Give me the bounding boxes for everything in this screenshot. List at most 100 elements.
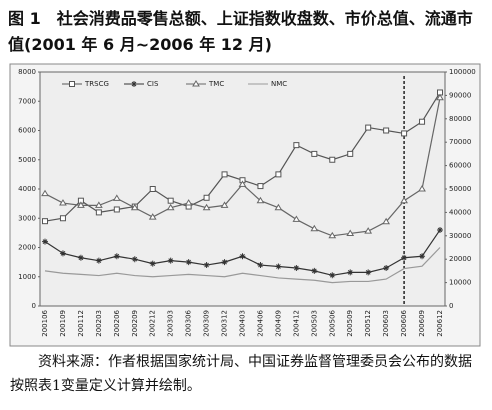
point (347, 269, 354, 276)
x-tick-label: 200203 (95, 310, 103, 337)
point (192, 80, 200, 87)
x-tick-label: 200212 (149, 310, 157, 337)
y2-tick-label: 60000 (449, 162, 471, 170)
point (77, 254, 84, 261)
point (112, 194, 121, 201)
y-tick-label: 2000 (18, 244, 36, 252)
point (184, 199, 193, 206)
point (42, 218, 48, 225)
y-tick-label: 0 (32, 302, 36, 310)
point (275, 263, 282, 270)
x-tick-label: 200306 (185, 309, 193, 336)
point (69, 81, 75, 87)
point (311, 267, 318, 274)
point (257, 262, 264, 269)
point (293, 264, 300, 271)
y-tick-label: 5000 (18, 156, 36, 164)
y-tick-label: 8000 (18, 68, 36, 76)
y-tick-label: 1000 (18, 273, 36, 281)
x-tick-label: 200309 (203, 310, 211, 337)
point (365, 124, 372, 131)
point (383, 127, 390, 134)
x-tick-label: 200609 (418, 310, 426, 337)
point (329, 272, 336, 279)
point (401, 130, 408, 137)
y2-tick-label: 20000 (449, 255, 471, 263)
point (275, 171, 282, 178)
y2-tick-label: 50000 (449, 185, 471, 193)
point (185, 259, 192, 266)
point (437, 226, 443, 233)
x-tick-label: 200606 (400, 309, 408, 336)
x-tick-label: 200109 (59, 310, 67, 337)
series: TMC (41, 80, 444, 239)
point (364, 227, 373, 234)
point (382, 217, 391, 225)
plot-area (39, 71, 446, 307)
x-tick-label: 200412 (292, 310, 300, 337)
series: NMC (44, 80, 441, 284)
point (148, 213, 157, 220)
point (221, 259, 228, 266)
legend-label: NMC (271, 80, 287, 88)
x-tick-label: 200112 (77, 310, 85, 337)
point (310, 224, 319, 232)
legend-label: TMC (208, 80, 224, 88)
series: CIS (42, 80, 443, 279)
chart: 0100020003000400050006000700080000100002… (9, 63, 481, 347)
x-tick-label: 200209 (131, 310, 139, 337)
point (256, 196, 265, 204)
x-tick-label: 200409 (274, 310, 282, 337)
point (59, 215, 66, 222)
point (131, 256, 138, 263)
caption: 资料来源：作者根据国家统计局、中国证券监督管理委员会公布的数据按照表1变量定义计… (10, 354, 472, 394)
point (113, 253, 120, 260)
point (365, 269, 372, 276)
point (419, 118, 426, 125)
x-tick-label: 200503 (310, 310, 318, 337)
point (239, 253, 246, 260)
x-tick-label: 200603 (382, 310, 390, 337)
legend-label: TRSCG (84, 80, 109, 88)
point (59, 199, 67, 206)
point (400, 196, 408, 204)
x-tick-label: 200406 (256, 309, 264, 336)
point (94, 201, 103, 208)
point (221, 171, 228, 178)
point (292, 215, 301, 222)
point (220, 201, 229, 208)
y-tick-label: 3000 (18, 214, 36, 222)
point (59, 250, 66, 257)
y-tick-label: 6000 (18, 127, 36, 135)
point (418, 185, 426, 192)
series: TRSCG (42, 80, 443, 225)
y2-tick-label: 0 (449, 302, 453, 310)
y-tick-label: 7000 (18, 97, 36, 105)
series-line (44, 247, 441, 284)
x-tick-label: 200106 (41, 309, 49, 336)
y2-tick-label: 40000 (449, 208, 471, 216)
y2-tick-label: 70000 (449, 138, 471, 146)
point (238, 180, 247, 187)
y2-tick-label: 80000 (449, 115, 471, 123)
chart-title: 图 1 社会消费品零售总额、上证指数收盘数、市价总值、流通市值(2001 年 6… (8, 9, 473, 54)
point (274, 203, 283, 211)
y-tick-label: 4000 (18, 185, 36, 193)
point (113, 206, 120, 213)
point (95, 209, 102, 216)
x-tick-label: 200403 (239, 310, 247, 337)
legend-label: CIS (147, 80, 159, 88)
point (419, 253, 426, 260)
point (401, 254, 408, 261)
point (311, 150, 318, 157)
y2-tick-label: 10000 (449, 279, 471, 287)
y2-tick-label: 90000 (449, 91, 471, 99)
point (130, 203, 139, 211)
x-tick-label: 200512 (364, 310, 372, 337)
point (166, 203, 175, 211)
point (328, 231, 337, 239)
point (95, 257, 102, 264)
point (436, 93, 444, 101)
point (202, 203, 211, 211)
